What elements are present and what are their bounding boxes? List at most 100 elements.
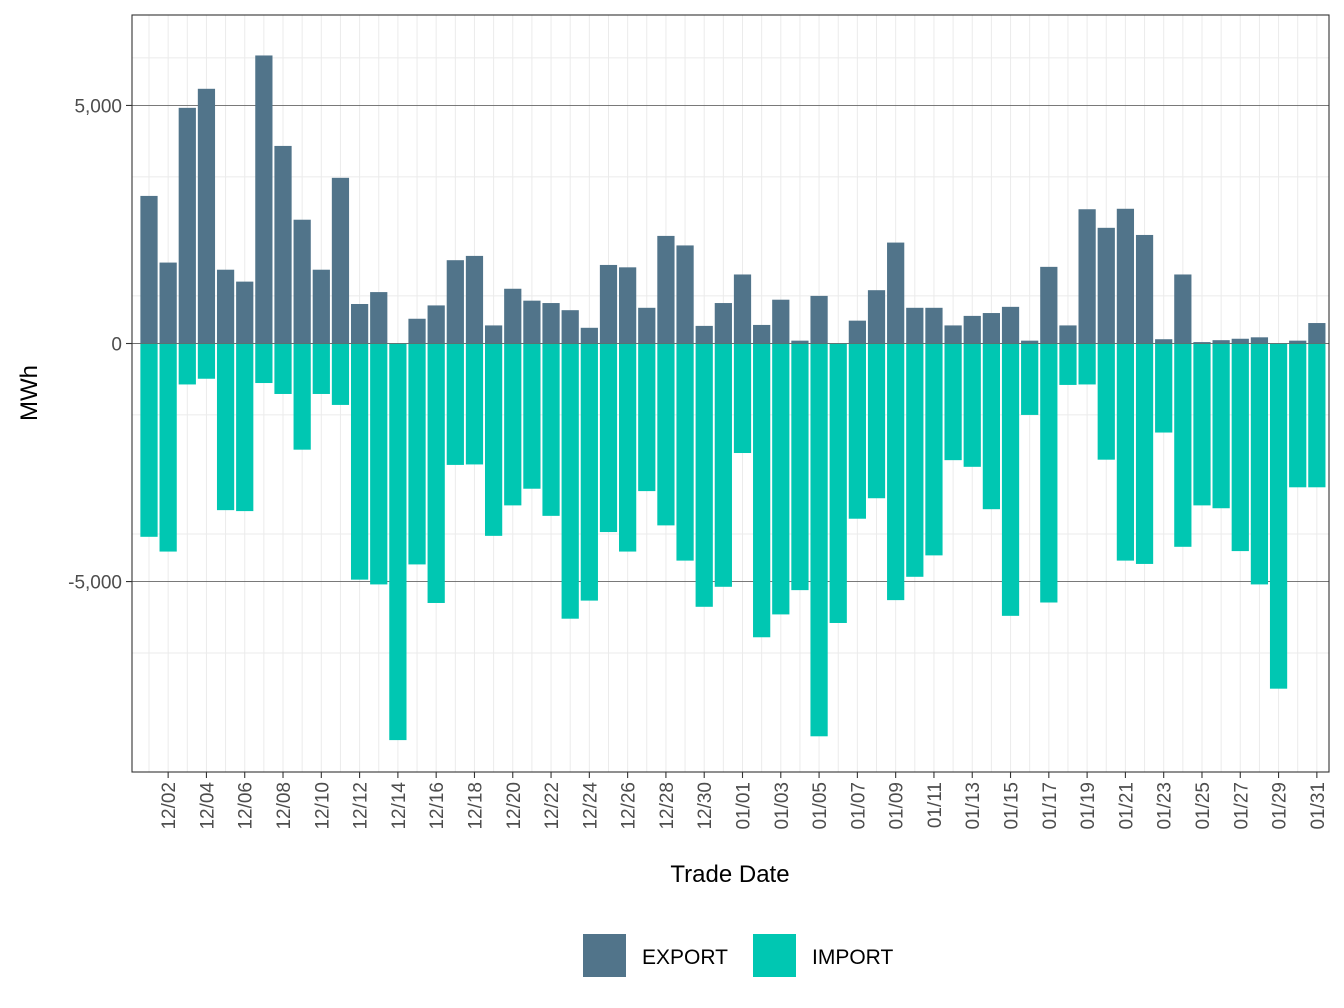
x-tick-label: 12/10 bbox=[312, 782, 333, 830]
import-bar-12-27 bbox=[638, 343, 656, 492]
x-tick-label: 01/19 bbox=[1078, 782, 1099, 830]
import-bar-12-06 bbox=[236, 343, 254, 512]
export-bar-01-21 bbox=[1116, 208, 1135, 344]
export-bar-12-08 bbox=[274, 145, 292, 344]
import-bar-01-19 bbox=[1078, 343, 1096, 385]
import-bar-12-12 bbox=[350, 343, 369, 580]
export-bar-01-27 bbox=[1231, 338, 1249, 344]
plot-border bbox=[131, 14, 1330, 773]
export-bar-12-25 bbox=[599, 264, 618, 344]
x-tick-label: 12/18 bbox=[465, 782, 486, 830]
import-bar-01-15 bbox=[1001, 343, 1020, 616]
export-bar-01-17 bbox=[1040, 266, 1058, 344]
x-tick-label: 01/13 bbox=[963, 782, 984, 830]
export-bar-01-24 bbox=[1174, 274, 1192, 344]
export-bar-12-04 bbox=[197, 88, 216, 344]
export-bar-01-20 bbox=[1097, 227, 1115, 344]
x-tick-label: 01/21 bbox=[1116, 782, 1137, 830]
export-bar-12-16 bbox=[427, 305, 445, 344]
import-bar-12-05 bbox=[216, 343, 235, 511]
export-bar-01-11 bbox=[925, 307, 943, 344]
x-tick-label: 12/14 bbox=[389, 782, 410, 830]
x-tick-label: 12/02 bbox=[159, 782, 180, 830]
legend-label-export: EXPORT bbox=[642, 946, 728, 969]
import-bar-01-11 bbox=[925, 343, 943, 556]
export-bar-01-07 bbox=[848, 320, 866, 344]
import-bar-01-08 bbox=[867, 343, 886, 499]
import-bar-12-19 bbox=[484, 343, 503, 536]
import-bar-01-07 bbox=[848, 343, 866, 519]
import-bar-01-16 bbox=[1021, 343, 1039, 415]
import-bar-12-31 bbox=[714, 343, 732, 587]
import-bar-01-10 bbox=[906, 343, 924, 577]
x-tick-label: 01/05 bbox=[810, 782, 831, 830]
export-bar-01-14 bbox=[982, 313, 1001, 344]
export-bar-12-13 bbox=[370, 292, 388, 344]
export-bar-01-15 bbox=[1001, 306, 1020, 344]
x-tick-label: 12/24 bbox=[580, 782, 601, 830]
export-bar-12-20 bbox=[504, 288, 522, 344]
import-bar-12-04 bbox=[197, 343, 216, 379]
x-tick-label: 01/15 bbox=[1002, 782, 1023, 830]
x-tick-label: 01/17 bbox=[1040, 782, 1061, 830]
import-bar-12-17 bbox=[446, 343, 464, 465]
x-tick-label: 01/25 bbox=[1193, 782, 1214, 830]
import-bar-01-29 bbox=[1269, 343, 1288, 689]
import-bar-12-03 bbox=[178, 343, 196, 385]
import-bar-01-14 bbox=[982, 343, 1001, 510]
export-bar-12-30 bbox=[695, 325, 713, 344]
x-tick-label: 01/27 bbox=[1231, 782, 1252, 830]
export-bar-12-24 bbox=[580, 327, 598, 344]
export-bar-12-02 bbox=[159, 262, 177, 344]
export-bar-01-31 bbox=[1308, 323, 1326, 344]
x-tick-label: 01/07 bbox=[848, 782, 869, 830]
import-bar-12-24 bbox=[580, 343, 598, 601]
export-bar-01-10 bbox=[906, 307, 924, 344]
export-bar-12-17 bbox=[446, 260, 464, 344]
export-bar-12-15 bbox=[408, 318, 426, 344]
import-bar-01-12 bbox=[944, 343, 962, 461]
export-bar-12-01 bbox=[140, 195, 158, 344]
x-tick-label: 01/01 bbox=[734, 782, 755, 830]
export-bar-12-05 bbox=[216, 269, 235, 344]
export-bar-01-19 bbox=[1078, 209, 1096, 344]
x-tick-label: 01/11 bbox=[925, 782, 946, 828]
legend-label-import: IMPORT bbox=[812, 946, 893, 969]
x-tick-label: 12/28 bbox=[657, 782, 678, 830]
import-bar-01-03 bbox=[772, 343, 790, 615]
import-bar-01-21 bbox=[1116, 343, 1135, 561]
import-bar-01-20 bbox=[1097, 343, 1115, 460]
legend: EXPORT IMPORT bbox=[583, 934, 893, 977]
export-bar-01-22 bbox=[1135, 234, 1154, 344]
x-tick-label: 01/09 bbox=[887, 782, 908, 830]
import-bar-01-27 bbox=[1231, 343, 1249, 552]
import-bar-01-01 bbox=[733, 343, 752, 454]
import-bar-12-21 bbox=[523, 343, 541, 489]
export-bar-01-23 bbox=[1155, 339, 1173, 344]
import-bar-12-10 bbox=[312, 343, 330, 394]
import-bar-12-11 bbox=[331, 343, 350, 405]
export-bar-12-31 bbox=[714, 303, 732, 344]
import-bar-01-22 bbox=[1135, 343, 1154, 564]
import-bar-01-13 bbox=[963, 343, 981, 467]
import-bar-01-24 bbox=[1174, 343, 1192, 547]
x-tick-label: 12/16 bbox=[427, 782, 448, 830]
import-bar-01-30 bbox=[1289, 343, 1307, 488]
legend-swatch-import bbox=[753, 934, 796, 977]
export-bar-01-18 bbox=[1059, 325, 1077, 344]
import-bar-01-23 bbox=[1155, 343, 1173, 433]
export-bar-12-03 bbox=[178, 107, 196, 344]
import-bar-01-05 bbox=[810, 343, 828, 737]
x-tick-label: 01/23 bbox=[1155, 782, 1176, 830]
export-bar-01-08 bbox=[867, 290, 886, 344]
export-bar-12-28 bbox=[657, 235, 675, 344]
y-axis: -5,000 0 5,000 bbox=[68, 96, 132, 594]
x-tick-label: 12/06 bbox=[236, 782, 257, 830]
export-bar-01-04 bbox=[791, 340, 809, 344]
export-bar-01-05 bbox=[810, 295, 828, 344]
export-bar-12-19 bbox=[484, 325, 503, 344]
legend-swatch-export bbox=[583, 934, 626, 977]
x-tick-label: 12/04 bbox=[197, 782, 218, 830]
import-bar-12-07 bbox=[255, 343, 273, 384]
